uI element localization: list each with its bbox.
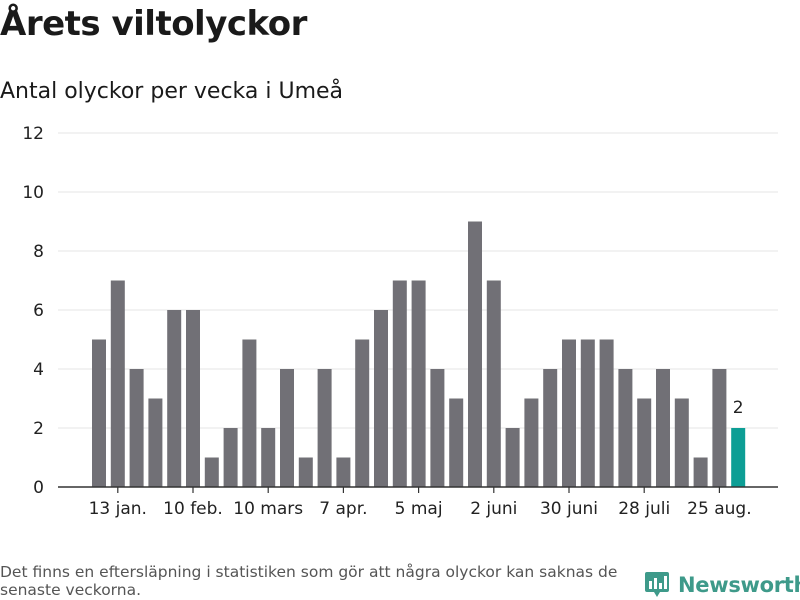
bar [468, 221, 482, 487]
bar [242, 339, 257, 487]
bar [298, 457, 313, 487]
x-tick-label: 25 aug. [687, 499, 751, 519]
y-tick-label: 12 [22, 124, 44, 144]
brand-logo: Newsworthy [644, 570, 800, 600]
y-tick-label: 2 [33, 419, 44, 439]
x-tick-label: 10 mars [233, 499, 303, 519]
newsworthy-logo-icon [645, 572, 669, 597]
brand-name: Newsworthy [678, 573, 800, 597]
footnote: Det finns en eftersläpning i statistiken… [0, 563, 618, 599]
x-tick-label: 10 feb. [163, 499, 223, 519]
bar [374, 310, 388, 487]
y-tick-label: 4 [33, 360, 44, 380]
x-tick-label: 13 jan. [89, 499, 147, 519]
bar-chart: 0 2 4 6 8 10 12 13 jan. 10 feb. 10 mars 7 apr. 5 m… [22, 124, 778, 519]
x-tick-label: 7 apr. [319, 499, 367, 519]
x-tick-label: 5 maj [395, 499, 443, 519]
bar [430, 369, 445, 487]
highlight-bar [731, 428, 746, 487]
bar [656, 369, 670, 487]
bar [580, 339, 595, 487]
y-tick-label: 8 [33, 242, 44, 262]
bar [505, 428, 520, 487]
bar [524, 398, 539, 487]
data-labels: 2 [733, 398, 744, 418]
bar [336, 457, 351, 487]
bar [261, 428, 276, 487]
x-tick-label: 30 juni [540, 499, 598, 519]
y-axis-ticks: 0 2 4 6 8 10 12 [22, 124, 44, 498]
bar [486, 280, 501, 487]
bar [204, 457, 219, 487]
bar [674, 398, 689, 487]
bar [562, 339, 576, 487]
bar [355, 339, 370, 487]
chart-title: Årets viltolyckor [0, 4, 307, 44]
bar [543, 369, 558, 487]
bar [129, 369, 144, 487]
y-tick-label: 6 [33, 301, 44, 321]
bar [280, 369, 294, 487]
bar [637, 398, 652, 487]
bar [599, 339, 614, 487]
bar [618, 369, 633, 487]
bar [186, 310, 200, 487]
highlight-data-label: 2 [733, 398, 744, 418]
bar [110, 280, 125, 487]
y-tick-label: 0 [33, 478, 44, 498]
bar [392, 280, 407, 487]
bar [223, 428, 238, 487]
bar [148, 398, 163, 487]
y-tick-label: 10 [22, 183, 44, 203]
chart-subtitle: Antal olyckor per vecka i Umeå [0, 79, 344, 104]
bar [317, 369, 332, 487]
x-axis-ticks: 13 jan. 10 feb. 10 mars 7 apr. 5 maj 2 juni 30… [58, 486, 778, 519]
bars [92, 221, 746, 487]
bar [449, 398, 464, 487]
x-tick-label: 2 juni [470, 499, 517, 519]
bar [712, 369, 727, 487]
bar [411, 280, 426, 487]
bar [167, 310, 182, 487]
x-tick-label: 28 juli [618, 499, 670, 519]
bar [92, 339, 106, 487]
bar [693, 457, 708, 487]
